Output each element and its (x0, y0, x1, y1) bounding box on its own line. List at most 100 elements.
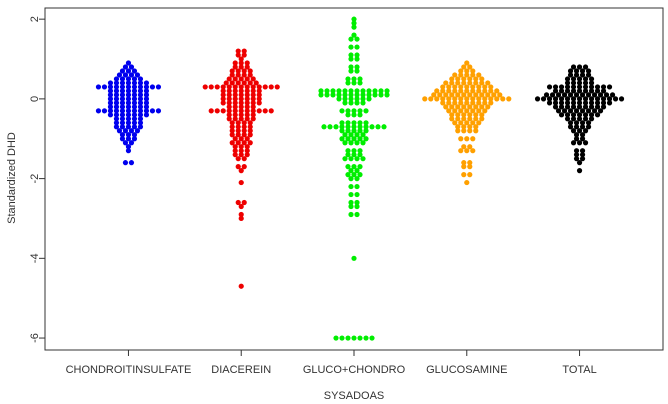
dot (549, 92, 556, 98)
dot (155, 108, 162, 114)
dot (220, 84, 226, 90)
dot (137, 124, 144, 130)
dot (226, 112, 232, 118)
dot (244, 88, 250, 94)
dot (567, 68, 574, 74)
dot (357, 164, 363, 170)
dot (357, 76, 363, 82)
dot (324, 92, 330, 98)
dot (360, 132, 366, 138)
dot (446, 84, 452, 90)
dot (107, 108, 114, 114)
dot (455, 112, 461, 118)
dot (479, 92, 485, 98)
dot (470, 148, 476, 154)
dot (238, 152, 244, 158)
dot (256, 96, 262, 102)
dot (573, 72, 580, 78)
dot (232, 112, 238, 118)
dot (500, 96, 506, 102)
dot (582, 140, 589, 146)
dot (131, 80, 138, 86)
dot (345, 164, 351, 170)
dot (113, 80, 120, 86)
dot (232, 92, 238, 98)
dot (446, 96, 452, 102)
dot (348, 68, 354, 74)
dot (458, 84, 464, 90)
dot (247, 72, 253, 78)
dot (232, 104, 238, 110)
dot (131, 132, 138, 138)
dot (357, 136, 363, 142)
dot (449, 116, 455, 122)
dot (238, 96, 244, 102)
dot (223, 80, 229, 86)
dot (238, 84, 244, 90)
dot (345, 148, 351, 154)
dot (476, 100, 482, 106)
dot (546, 84, 553, 90)
dot (588, 104, 595, 110)
dot (342, 96, 348, 102)
dot (455, 124, 461, 130)
dot (232, 148, 238, 154)
dot (464, 120, 470, 126)
dot (220, 100, 226, 106)
dot (113, 108, 120, 114)
dot (552, 100, 559, 106)
dot (238, 100, 244, 106)
dot (241, 120, 247, 126)
dot (579, 124, 586, 130)
dot (348, 64, 354, 70)
dot (247, 68, 253, 74)
dot (345, 108, 351, 114)
dot (579, 156, 586, 162)
dot (363, 335, 369, 341)
dot (351, 76, 357, 82)
dot (226, 104, 232, 110)
dot (220, 108, 226, 114)
dot (354, 52, 360, 58)
dot (555, 92, 562, 98)
dot (476, 88, 482, 94)
dot (348, 203, 354, 210)
dot (354, 183, 360, 190)
dot (235, 156, 241, 162)
dot (570, 88, 577, 94)
dot (600, 96, 607, 102)
dot (113, 116, 120, 122)
dot (458, 96, 464, 102)
dot (268, 84, 274, 90)
dot (339, 108, 345, 114)
dot (327, 124, 333, 130)
dot (461, 80, 467, 86)
dot (357, 152, 363, 158)
dot (241, 199, 247, 206)
dot (119, 132, 126, 138)
dot (461, 164, 467, 170)
dot (476, 96, 482, 102)
dot (339, 136, 345, 142)
dot (244, 100, 250, 106)
dot (339, 128, 345, 134)
dot (330, 88, 336, 94)
dot (443, 104, 449, 110)
dot (360, 96, 366, 102)
dot (470, 100, 476, 106)
dot (597, 108, 604, 114)
dot (561, 108, 568, 114)
dot (585, 92, 592, 98)
dot (494, 88, 500, 94)
dot (473, 76, 479, 82)
dot (558, 84, 565, 90)
dot (576, 112, 583, 118)
dot (241, 72, 247, 78)
dot (235, 48, 241, 54)
dot (461, 116, 467, 122)
dot (467, 80, 473, 86)
dot (229, 120, 235, 126)
dot (491, 92, 497, 98)
dot (238, 88, 244, 94)
